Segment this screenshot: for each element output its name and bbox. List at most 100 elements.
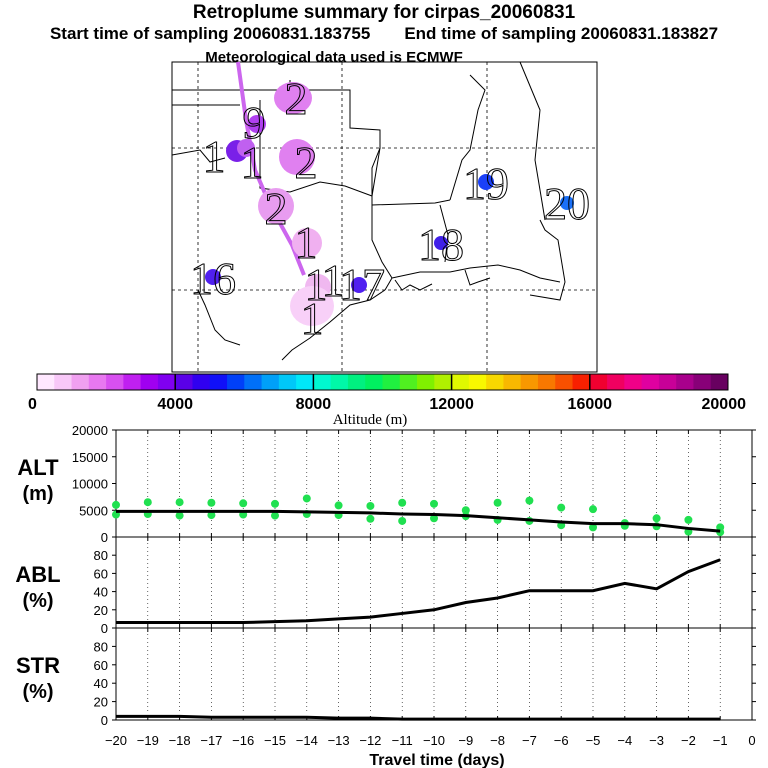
x-tick-label: −5 [586, 733, 601, 748]
y-tick-label: 0 [101, 621, 108, 636]
colorbar-cell [296, 374, 314, 390]
y-tick-label: 15000 [72, 450, 108, 465]
map-day-number: 2 [295, 137, 318, 188]
y-tick-label: 0 [101, 530, 108, 545]
colorbar-cell [555, 374, 574, 390]
x-axis-label: Travel time (days) [369, 752, 504, 768]
colorbar-cell [382, 374, 401, 390]
altitude-colorbar: 0 4000 8000 12000 16000 20000 Altitude (m) [28, 373, 747, 428]
x-tick-label: −3 [649, 733, 664, 748]
abl-line [116, 558, 721, 625]
colorbar-cell [537, 374, 556, 390]
altitude-point [684, 515, 693, 524]
colorbar-cell [106, 374, 124, 390]
map-day-number: 18 [418, 219, 464, 270]
map-frame [171, 61, 598, 373]
colorbar-cell [693, 374, 712, 390]
colorbar-cell [123, 374, 142, 390]
colorbar-tick-label: 12000 [429, 396, 474, 413]
plume-ellipse [237, 139, 255, 157]
str-line [116, 714, 721, 721]
y-tick-label: 60 [94, 658, 108, 673]
altitude-point [175, 511, 184, 520]
map-day-number: 1 [295, 217, 318, 268]
map-day-number: 1 [203, 131, 226, 182]
altitude-point [175, 498, 184, 507]
y-tick-label: 20 [94, 695, 108, 710]
colorbar-tick-label: 0 [28, 396, 37, 413]
sampling-times: Start time of sampling 20060831.183755 En… [0, 24, 768, 44]
altitude-point [271, 499, 279, 508]
x-tick-label: −7 [522, 733, 537, 748]
met-data-label: Meteorological data used is ECMWF [205, 49, 463, 66]
altitude-point [652, 514, 661, 523]
altitude-point [493, 498, 502, 507]
x-tick-label: −15 [264, 733, 286, 748]
altitude-point [525, 496, 534, 505]
map-day-number: 16 [190, 253, 236, 304]
end-time-label: End time of sampling 20060831.183827 [404, 24, 719, 43]
colorbar-tick-label: 8000 [296, 396, 332, 413]
altitude-point [589, 505, 597, 514]
colorbar-cell [710, 374, 729, 390]
colorbar-cell [244, 374, 263, 390]
plume-ellipse [560, 196, 574, 210]
colorbar-cell [468, 374, 487, 390]
x-tick-label: −18 [169, 733, 191, 748]
start-time-label: Start time of sampling 20060831.183755 [49, 24, 371, 43]
y-axis-unit: (%) [22, 681, 53, 703]
colorbar-cell [209, 374, 228, 390]
y-axis-label: STR [16, 653, 60, 678]
altitude-point [366, 501, 375, 510]
colorbar-cell [520, 374, 539, 390]
altitude-point [461, 506, 470, 515]
colorbar-cell [641, 374, 660, 390]
colorbar-cell [658, 374, 677, 390]
y-axis-label: ALT [17, 455, 59, 480]
panel-alt: 0 5000 10000 15000 20000 ALT (m) [17, 423, 756, 545]
colorbar-cell [37, 374, 55, 390]
plume-ellipses [205, 82, 574, 326]
y-tick-label: 80 [94, 639, 108, 654]
colorbar-cell [624, 374, 643, 390]
colorbar-cell [365, 374, 383, 390]
time-series-panels: 0 5000 10000 15000 20000 ALT (m) 0 20 40 60 80 ABL (%… [15, 423, 756, 768]
altitude-point [398, 516, 407, 525]
colorbar-cell [572, 374, 591, 390]
plume-ellipse [274, 82, 312, 114]
map-day-number: 9 [243, 97, 266, 148]
plume-ellipse [290, 286, 334, 326]
map-day-number: 1 [241, 137, 264, 188]
altitude-point [398, 498, 407, 507]
plume-ellipse [205, 269, 221, 285]
y-tick-label: 40 [94, 585, 108, 600]
colorbar-frame [36, 373, 729, 391]
colorbar-cell [313, 374, 332, 390]
colorbar-cell [278, 374, 297, 390]
chart-title: Retroplume summary for cirpas_20060831 [192, 2, 576, 23]
colorbar-cell [330, 374, 349, 390]
altitude-median-line [116, 509, 721, 533]
map-day-number: 1 [301, 293, 324, 344]
x-tick-label: −6 [554, 733, 569, 748]
colorbar-cell [676, 374, 694, 390]
colorbar-tick-label: 20000 [702, 396, 747, 413]
y-tick-label: 0 [101, 713, 108, 728]
altitude-point [271, 511, 279, 520]
colorbar-label: Altitude (m) [333, 412, 408, 428]
altitude-point [334, 501, 343, 510]
y-axis-label: ABL [15, 562, 60, 587]
x-tick-label: −9 [458, 733, 473, 748]
map-panel: 2 9 1 1 2 2 1 1 1 1 16 17 18 19 20 [171, 61, 598, 373]
x-tick-label: −20 [105, 733, 127, 748]
x-tick-label: −13 [328, 733, 350, 748]
x-tick-label: −10 [423, 733, 445, 748]
colorbar-tick-label: 4000 [157, 396, 193, 413]
colorbar-cell [399, 374, 418, 390]
plume-ellipse [292, 228, 322, 258]
plume-ellipse [279, 139, 315, 175]
colorbar-cell [140, 374, 159, 390]
x-tick-label: −16 [232, 733, 254, 748]
